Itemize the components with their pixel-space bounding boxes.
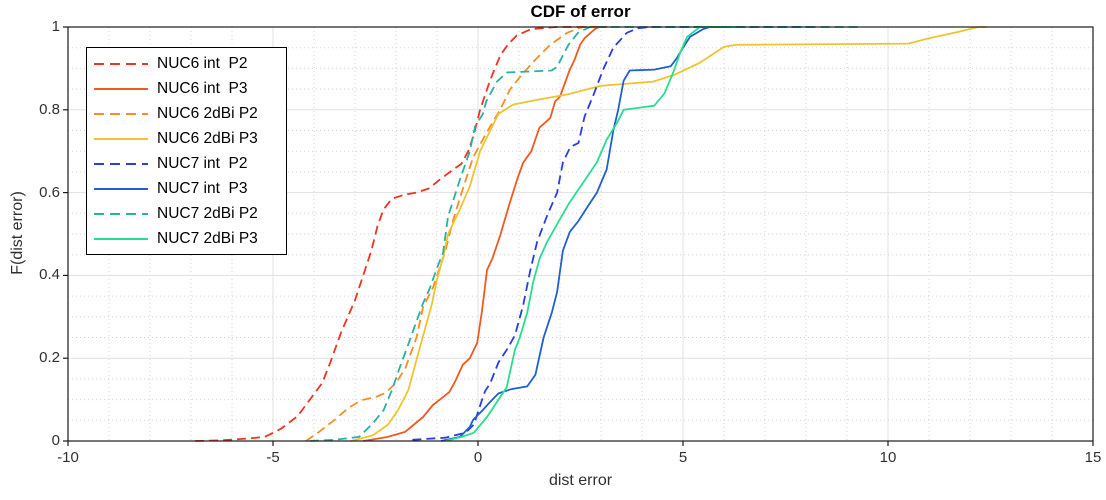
legend-box[interactable]: NUC6 int P2 NUC6 int P3 NUC6 2dBi P2 NUC6 2… bbox=[86, 47, 287, 255]
series-curve-nuc6-int-p3 bbox=[363, 26, 608, 442]
legend-label: NUC7 2dBi P3 bbox=[157, 229, 258, 247]
x-tick-label: 15 bbox=[1084, 449, 1102, 466]
legend-solid-line-sample bbox=[94, 187, 148, 190]
legend-item: NUC6 2dBi P3 bbox=[87, 126, 286, 151]
x-tick-label: 5 bbox=[678, 449, 688, 466]
legend-item: NUC6 int P3 bbox=[87, 76, 286, 101]
y-tick-label: 0 bbox=[51, 432, 60, 449]
legend-solid-line-sample bbox=[94, 237, 148, 240]
x-tick-label: 10 bbox=[879, 449, 897, 466]
chart-title: CDF of error bbox=[530, 2, 631, 21]
legend-item: NUC7 int P3 bbox=[87, 176, 286, 201]
legend-item: NUC7 2dBi P3 bbox=[87, 226, 286, 251]
legend-dashed-line-sample bbox=[94, 112, 148, 115]
legend-label: NUC7 int P2 bbox=[157, 154, 248, 172]
x-tick-label: 0 bbox=[473, 449, 483, 466]
legend-label: NUC6 int P2 bbox=[157, 54, 248, 72]
legend-item: NUC7 int P2 bbox=[87, 151, 286, 176]
series-curve-nuc7-int-p2 bbox=[412, 26, 819, 441]
legend-item: NUC7 2dBi P2 bbox=[87, 201, 286, 226]
legend-dashed-line-sample bbox=[94, 212, 148, 215]
x-tick-label: -10 bbox=[57, 449, 79, 466]
axes-box bbox=[67, 26, 1094, 442]
legend-label: NUC7 int P3 bbox=[157, 179, 248, 197]
legend-label: NUC6 2dBi P3 bbox=[157, 129, 258, 147]
series-curve-nuc7-int-p3 bbox=[440, 26, 729, 442]
legend-solid-line-sample bbox=[94, 87, 148, 90]
legend-solid-line-sample bbox=[94, 137, 148, 140]
series-curve-nuc7-2dbi-p2 bbox=[309, 26, 860, 442]
series-curve-nuc6-int-p2 bbox=[195, 26, 597, 442]
x-axis-label: dist error bbox=[548, 472, 613, 489]
y-tick-label: 0.8 bbox=[39, 100, 60, 118]
legend-dashed-line-sample bbox=[94, 62, 148, 65]
series-curve-nuc6-2dbi-p2 bbox=[305, 26, 601, 442]
legend-item: NUC6 2dBi P2 bbox=[87, 101, 286, 126]
legend-label: NUC7 2dBi P2 bbox=[157, 204, 258, 222]
legend-label: NUC6 int P3 bbox=[157, 79, 248, 97]
series-curve-nuc6-2dbi-p3 bbox=[350, 26, 987, 442]
y-tick-label: 0.4 bbox=[39, 266, 60, 284]
y-tick-label: 0.2 bbox=[39, 349, 60, 367]
y-tick-label: 1 bbox=[51, 18, 60, 35]
x-tick-label: -5 bbox=[266, 449, 280, 466]
legend-label: NUC6 2dBi P2 bbox=[157, 104, 258, 122]
series-curve-nuc7-2dbi-p3 bbox=[444, 26, 737, 442]
y-tick-label: 0.6 bbox=[39, 183, 60, 201]
legend-dashed-line-sample bbox=[94, 162, 148, 165]
legend-item: NUC6 int P2 bbox=[87, 51, 286, 76]
